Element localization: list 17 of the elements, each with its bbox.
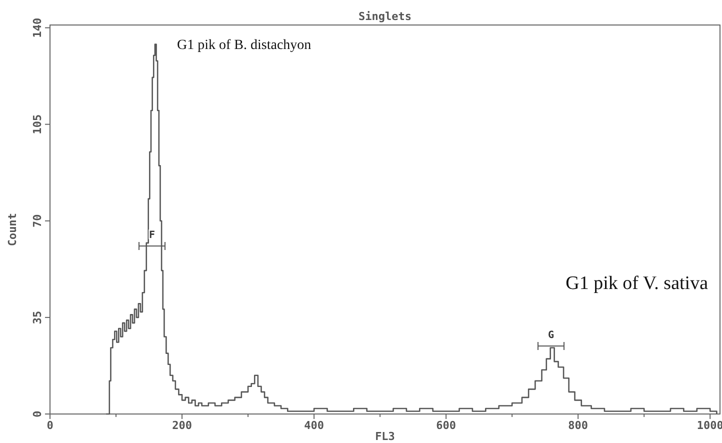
- y-tick-label: 105: [31, 114, 44, 134]
- x-tick-label: 400: [304, 419, 324, 432]
- y-tick-label: 140: [31, 18, 44, 38]
- y-tick-label: 35: [31, 310, 44, 324]
- annotation: G: [548, 330, 554, 341]
- x-tick-label: 200: [172, 419, 192, 432]
- chart-title: Singlets: [358, 10, 412, 23]
- x-axis-title: FL3: [375, 430, 395, 443]
- x-tick-label: 600: [436, 419, 456, 432]
- y-tick-label: 70: [31, 214, 44, 228]
- y-axis-title: Count: [6, 212, 19, 246]
- annotation: G1 pik of B. distachyon: [177, 38, 312, 53]
- x-tick-label: 0: [46, 419, 54, 432]
- annotation: F: [148, 230, 156, 241]
- y-tick-label: 0: [31, 410, 44, 418]
- x-tick-label: 800: [568, 419, 588, 432]
- annotation: G1 pik of V. sativa: [566, 273, 709, 294]
